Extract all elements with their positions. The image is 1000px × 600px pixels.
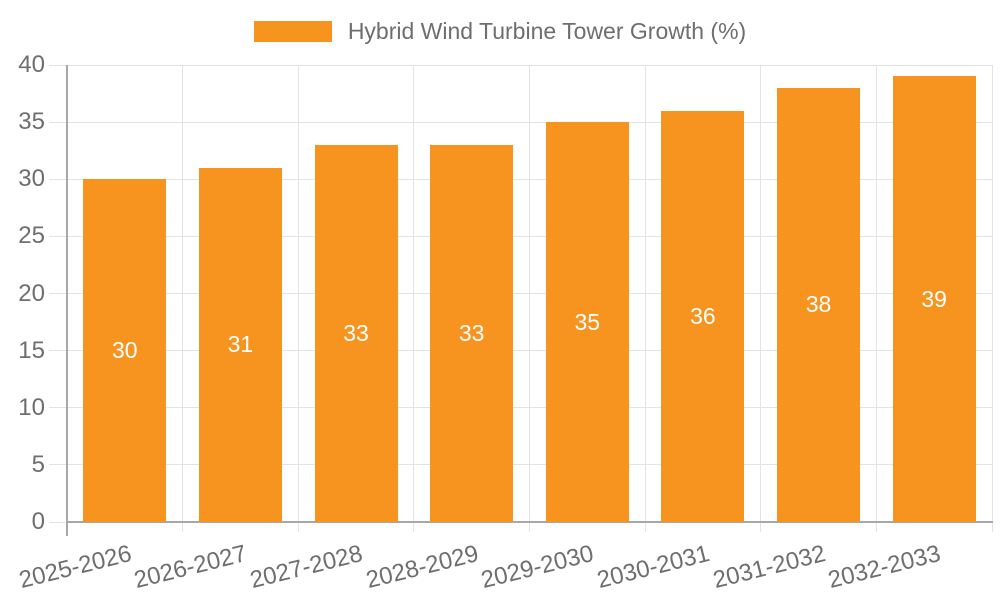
gridline-vertical: [875, 65, 877, 532]
legend-label: Hybrid Wind Turbine Tower Growth (%): [347, 18, 747, 44]
bar-value-label: 33: [343, 319, 369, 346]
gridline-vertical: [413, 65, 415, 532]
gridline-vertical: [182, 65, 184, 532]
gridline-vertical: [991, 65, 993, 532]
y-axis-tick-label: 40: [18, 51, 45, 78]
y-axis-tick-label: 10: [18, 393, 45, 421]
bar[interactable]: 30: [83, 179, 167, 522]
bar[interactable]: 31: [198, 167, 282, 522]
y-axis-tick: [49, 521, 67, 523]
bar-value-label: 39: [921, 285, 947, 312]
gridline-vertical: [529, 65, 530, 532]
gridline-vertical: [297, 65, 299, 532]
bar-value-label: 35: [574, 308, 601, 335]
gridline-vertical: [644, 65, 646, 532]
y-axis-tick-label: 25: [18, 222, 45, 250]
bar[interactable]: 39: [892, 76, 976, 522]
y-axis-tick-label: 5: [31, 450, 45, 478]
y-axis-tick-label: 35: [18, 108, 45, 136]
y-axis-tick: [49, 178, 67, 180]
legend-swatch-icon: [253, 20, 332, 42]
y-axis-tick-label: 20: [18, 279, 45, 307]
bar[interactable]: 33: [430, 144, 514, 522]
bar-value-label: 38: [805, 291, 832, 318]
legend[interactable]: Hybrid Wind Turbine Tower Growth (%): [0, 18, 1000, 44]
y-axis-tick: [49, 350, 67, 352]
bar-value-label: 36: [690, 302, 716, 329]
gridline-vertical: [760, 65, 762, 532]
y-axis-tick: [49, 293, 67, 294]
bar[interactable]: 36: [661, 110, 745, 522]
y-axis-tick-label: 0: [31, 508, 45, 535]
bar-value-label: 33: [458, 319, 485, 346]
bar-value-label: 30: [112, 337, 138, 364]
y-axis-tick: [49, 407, 67, 409]
y-axis-tick: [49, 464, 67, 466]
y-axis-line: [66, 65, 68, 536]
bar[interactable]: 35: [545, 122, 629, 522]
y-axis-tick: [49, 121, 67, 123]
y-axis-tick-label: 15: [18, 336, 45, 364]
y-axis-tick: [49, 235, 67, 237]
bar[interactable]: 33: [314, 144, 398, 522]
bar-value-label: 31: [227, 331, 254, 358]
bar[interactable]: 38: [777, 87, 861, 522]
y-axis-tick: [49, 64, 67, 66]
y-axis-tick-label: 30: [18, 165, 45, 193]
x-axis-line: [66, 521, 993, 523]
